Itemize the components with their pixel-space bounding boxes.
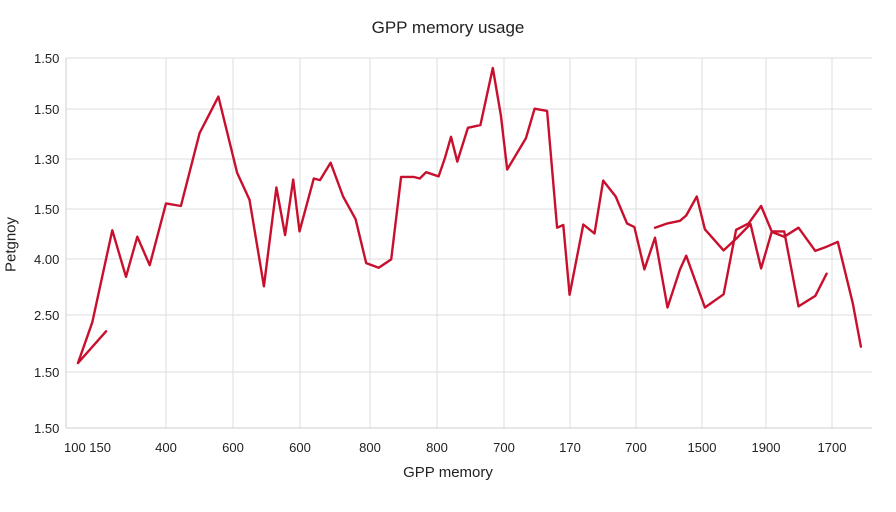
y-tick-label: 1.30 <box>34 152 59 167</box>
y-tick-label: 1.50 <box>34 102 59 117</box>
x-tick-label: 600 <box>289 440 311 455</box>
y-tick-label: 4.00 <box>34 252 59 267</box>
x-tick-label: 800 <box>426 440 448 455</box>
x-tick-label: 700 <box>493 440 515 455</box>
series-line-stub <box>76 330 108 365</box>
y-tick-label: 1.50 <box>34 365 59 380</box>
x-tick-label: 600 <box>222 440 244 455</box>
x-tick-label: 1700 <box>818 440 847 455</box>
y-tick-label: 1.50 <box>34 202 59 217</box>
x-tick-label: 1500 <box>688 440 717 455</box>
x-tick-label: 800 <box>359 440 381 455</box>
x-tick-label: 1900 <box>752 440 781 455</box>
x-tick-label: 400 <box>155 440 177 455</box>
y-tick-label: 1.50 <box>34 51 59 66</box>
y-tick-label: 2.50 <box>34 308 59 323</box>
x-tick-label: 100 150 <box>64 440 111 455</box>
series-line-branch <box>653 195 863 348</box>
y-tick-label: 1.50 <box>34 421 59 436</box>
series-line <box>76 66 828 365</box>
x-axis-label: GPP memory <box>403 464 493 481</box>
chart-title: GPP memory usage <box>371 18 525 37</box>
x-tick-label: 170 <box>559 440 581 455</box>
x-tick-label: 700 <box>625 440 647 455</box>
